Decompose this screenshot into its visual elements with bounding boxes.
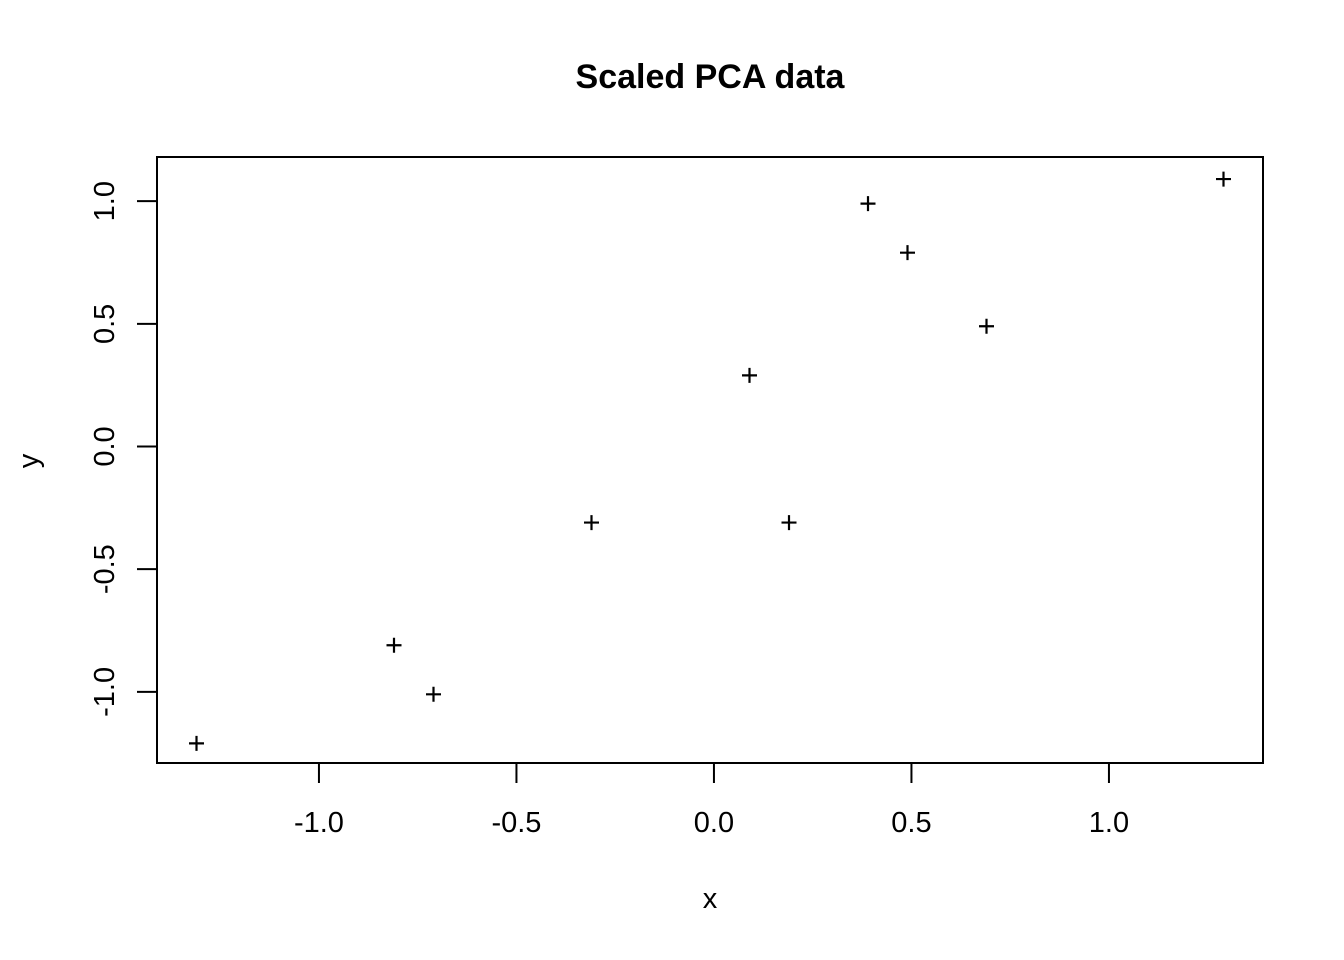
x-axis-label: x	[703, 883, 718, 915]
chart-title: Scaled PCA data	[576, 58, 846, 96]
x-tick-label: 1.0	[1089, 807, 1129, 839]
x-tick-label: 0.5	[891, 807, 931, 839]
x-tick-label: -0.5	[491, 807, 541, 839]
x-tick-label: 0.0	[694, 807, 734, 839]
y-tick-label: -0.5	[89, 544, 121, 594]
x-tick-label: -1.0	[294, 807, 344, 839]
data-point	[979, 318, 994, 334]
data-points-layer	[189, 171, 1231, 751]
data-point	[189, 735, 204, 751]
data-point	[386, 637, 402, 653]
data-point	[900, 245, 915, 261]
data-point	[1216, 171, 1231, 187]
y-axis-label: y	[13, 453, 45, 468]
y-tick-label: 1.0	[89, 181, 121, 221]
data-point	[781, 515, 797, 531]
data-point	[860, 196, 876, 212]
y-tick-label: 0.5	[89, 304, 121, 344]
data-point	[742, 367, 757, 383]
plot-area-border	[156, 156, 1264, 764]
data-point	[426, 686, 441, 702]
y-tick-label: -1.0	[89, 667, 121, 717]
x-axis-ticks: -1.0 -0.5 0.0 0.5 1.0	[294, 763, 1129, 839]
y-tick-label: 0.0	[89, 426, 121, 466]
data-point	[584, 515, 599, 531]
y-axis-ticks: -1.0 -0.5 0.0 0.5 1.0	[89, 181, 157, 717]
